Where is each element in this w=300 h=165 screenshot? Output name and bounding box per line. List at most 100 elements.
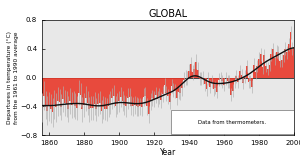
Bar xyxy=(229,78,230,82)
Bar xyxy=(80,78,81,95)
Bar xyxy=(97,78,99,104)
Bar xyxy=(174,78,176,91)
Bar xyxy=(118,78,120,101)
Bar xyxy=(213,78,214,89)
Bar xyxy=(129,78,130,97)
Bar xyxy=(48,78,50,106)
Bar xyxy=(276,51,277,78)
Bar xyxy=(190,64,191,78)
Bar xyxy=(204,78,206,84)
Bar xyxy=(61,78,62,107)
Bar xyxy=(192,72,193,78)
Bar xyxy=(87,78,88,103)
Bar xyxy=(136,78,137,106)
Bar xyxy=(76,78,78,108)
Bar xyxy=(214,78,216,88)
Bar xyxy=(64,78,65,103)
Bar xyxy=(188,71,190,78)
Bar xyxy=(53,78,55,104)
Bar xyxy=(148,78,149,114)
Bar xyxy=(74,78,76,106)
Bar xyxy=(120,78,122,97)
Bar xyxy=(260,54,262,78)
Bar xyxy=(263,55,265,78)
Bar xyxy=(104,78,106,109)
Bar xyxy=(211,78,212,82)
Bar xyxy=(155,78,157,95)
Bar xyxy=(130,78,132,106)
Bar xyxy=(234,78,235,81)
Bar xyxy=(111,78,113,99)
Bar xyxy=(286,52,288,78)
Bar xyxy=(116,78,118,104)
Bar xyxy=(150,78,151,101)
Bar xyxy=(52,78,53,112)
Text: Data from thermometers.: Data from thermometers. xyxy=(198,119,266,125)
Bar xyxy=(227,78,228,81)
Bar xyxy=(281,60,283,78)
Bar xyxy=(57,78,58,101)
Bar xyxy=(246,66,247,78)
Bar xyxy=(216,78,218,92)
Bar xyxy=(218,78,220,80)
Bar xyxy=(237,78,239,82)
Bar xyxy=(181,78,183,88)
Bar xyxy=(250,78,251,81)
Bar xyxy=(125,78,127,106)
Bar xyxy=(274,58,275,78)
Bar xyxy=(284,49,286,78)
Bar xyxy=(262,67,263,78)
Bar xyxy=(55,78,57,107)
Bar xyxy=(59,78,60,102)
Bar xyxy=(92,78,94,108)
Bar xyxy=(288,44,290,78)
Bar xyxy=(269,65,270,78)
Bar xyxy=(90,78,92,108)
Bar xyxy=(145,78,146,96)
Bar xyxy=(206,78,207,89)
Bar xyxy=(223,78,225,85)
Bar xyxy=(157,78,158,99)
Bar xyxy=(256,66,258,78)
Bar xyxy=(132,78,134,106)
Bar xyxy=(171,78,172,86)
Bar xyxy=(94,78,95,104)
Bar xyxy=(113,78,115,96)
Bar xyxy=(169,78,170,102)
Bar xyxy=(69,78,71,101)
Y-axis label: Departures in temperature (°C)
from the 1961 to 1990 average: Departures in temperature (°C) from the … xyxy=(7,31,19,124)
Bar xyxy=(66,78,67,104)
Bar xyxy=(134,78,136,105)
Bar xyxy=(292,49,293,78)
Bar xyxy=(115,78,116,106)
Bar xyxy=(265,66,267,78)
Bar xyxy=(99,78,100,103)
Bar xyxy=(258,59,260,78)
Bar xyxy=(143,78,144,97)
Bar xyxy=(194,69,195,78)
Bar xyxy=(244,77,246,78)
Bar xyxy=(164,78,165,85)
Bar xyxy=(267,69,268,78)
Bar xyxy=(43,78,44,96)
Bar xyxy=(166,78,167,93)
Bar xyxy=(46,78,48,111)
Bar xyxy=(290,32,291,78)
Bar xyxy=(221,78,223,81)
Bar xyxy=(278,52,279,78)
Bar xyxy=(183,78,184,80)
Bar xyxy=(152,78,153,98)
Bar xyxy=(103,78,104,107)
Bar xyxy=(195,62,197,78)
Bar xyxy=(50,78,52,109)
Bar xyxy=(199,78,200,79)
X-axis label: Year: Year xyxy=(160,148,176,157)
Bar xyxy=(209,78,211,87)
Bar xyxy=(71,78,73,105)
Bar xyxy=(248,78,249,82)
Bar xyxy=(167,78,169,96)
Bar xyxy=(106,78,107,109)
Bar xyxy=(137,78,139,107)
FancyBboxPatch shape xyxy=(170,110,294,134)
Bar xyxy=(73,78,74,104)
